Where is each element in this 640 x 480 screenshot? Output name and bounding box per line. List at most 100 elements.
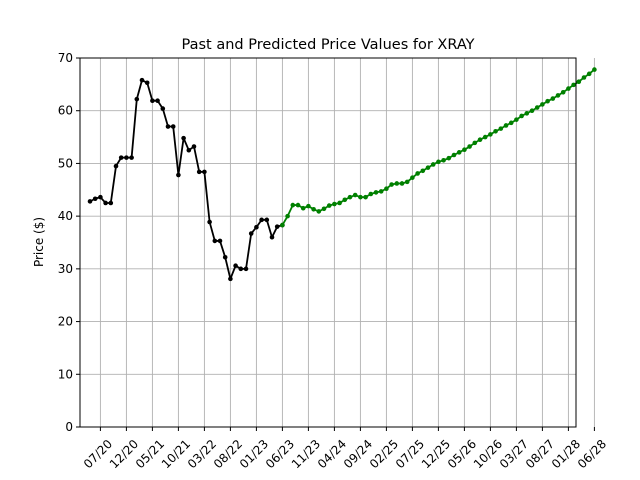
past-price-point [259, 217, 264, 223]
past-price-point [243, 266, 249, 272]
y-tick-label: 0 [65, 420, 73, 434]
y-tick-label: 50 [58, 156, 73, 170]
predicted-price-point [384, 186, 389, 192]
predicted-price-point [488, 132, 493, 137]
past-price-point [92, 196, 98, 202]
predicted-price-point [508, 120, 514, 126]
past-price-point [118, 155, 124, 160]
y-tick-label: 30 [58, 262, 73, 276]
predicted-price-point [316, 209, 322, 214]
predicted-price-point [571, 82, 576, 88]
predicted-price-point [482, 134, 488, 140]
past-price-point [254, 224, 259, 230]
predicted-price-point [285, 213, 290, 219]
past-price-point [233, 263, 238, 268]
predicted-price-point [451, 152, 457, 158]
predicted-price-point [524, 111, 530, 116]
past-price-point [113, 163, 119, 169]
past-price-point [228, 276, 233, 282]
predicted-price-point [545, 98, 550, 104]
predicted-price-point [462, 147, 467, 153]
chart-title: Past and Predicted Price Values for XRAY [182, 37, 475, 53]
past-price-point [139, 77, 145, 83]
past-price-point [165, 124, 171, 129]
past-price-point [134, 96, 140, 102]
predicted-price-point [441, 157, 446, 163]
past-price-point [196, 169, 202, 175]
past-price-point [87, 199, 93, 204]
predicted-price-point [389, 182, 394, 187]
predicted-price-point [425, 165, 431, 170]
predicted-price-point [493, 128, 498, 134]
predicted-price-point [477, 137, 483, 143]
predicted-price-point [394, 181, 400, 186]
past-price-point [222, 254, 228, 260]
predicted-price-point [592, 67, 597, 72]
predicted-price-point [534, 105, 540, 110]
predicted-price-point [326, 203, 332, 208]
past-price-point [108, 200, 114, 206]
y-tick-label: 10 [58, 367, 73, 381]
predicted-price-point [456, 150, 462, 155]
past-price-point [150, 98, 155, 103]
past-price-point [248, 231, 254, 236]
predicted-price-point [347, 194, 353, 200]
predicted-price-point [378, 189, 384, 194]
past-price-point [274, 224, 280, 229]
predicted-price-point [415, 171, 420, 176]
predicted-price-point [410, 175, 415, 180]
predicted-price-point [555, 93, 561, 98]
past-price-point [160, 106, 166, 111]
y-tick-label: 60 [58, 104, 73, 118]
predicted-price-point [280, 222, 285, 228]
y-tick-label: 70 [58, 51, 73, 65]
past-price-point [207, 219, 212, 225]
predicted-price-point [295, 202, 301, 208]
predicted-price-point [300, 205, 306, 211]
predicted-price-point [550, 96, 556, 101]
predicted-price-point [576, 79, 582, 85]
y-axis-label: Price ($) [32, 217, 46, 267]
predicted-price-point [332, 201, 337, 207]
predicted-price-point [420, 168, 426, 174]
past-price-point [269, 234, 275, 240]
predicted-price-point [472, 140, 478, 146]
predicted-price-point [446, 155, 452, 161]
predicted-price-point [352, 192, 358, 198]
past-price-point [181, 135, 186, 141]
past-price-point [176, 172, 181, 178]
predicted-price-point [503, 123, 509, 128]
predicted-price-point [337, 200, 342, 206]
grid [80, 57, 595, 428]
predicted-price-point [586, 71, 592, 77]
series-group [87, 67, 597, 282]
predicted-price-point [498, 126, 504, 131]
past-price-point [191, 144, 197, 149]
predicted-price-point [467, 144, 472, 149]
past-price-point [124, 155, 129, 160]
past-price-point [264, 217, 270, 223]
past-price-point [238, 266, 244, 272]
predicted-price-point [566, 86, 571, 91]
past-price-point [98, 194, 103, 200]
predicted-price-point [321, 206, 327, 212]
predicted-price-point [404, 179, 410, 185]
y-tick-label: 40 [58, 209, 73, 223]
predicted-price-point [399, 181, 405, 186]
past-price-point [202, 169, 207, 175]
past-price-point [144, 80, 150, 86]
past-price-point [103, 200, 108, 206]
predicted-price-point [581, 75, 587, 80]
predicted-price-point [529, 108, 535, 114]
predicted-price-point [358, 194, 363, 200]
predicted-price-point [514, 117, 519, 122]
past-price-point [186, 147, 192, 153]
predicted-price-point [430, 162, 436, 167]
predicted-price-series [280, 67, 597, 228]
past-price-point [129, 155, 134, 160]
plot-frame [79, 57, 577, 428]
predicted-price-point [540, 102, 545, 107]
predicted-price-point [373, 190, 379, 195]
